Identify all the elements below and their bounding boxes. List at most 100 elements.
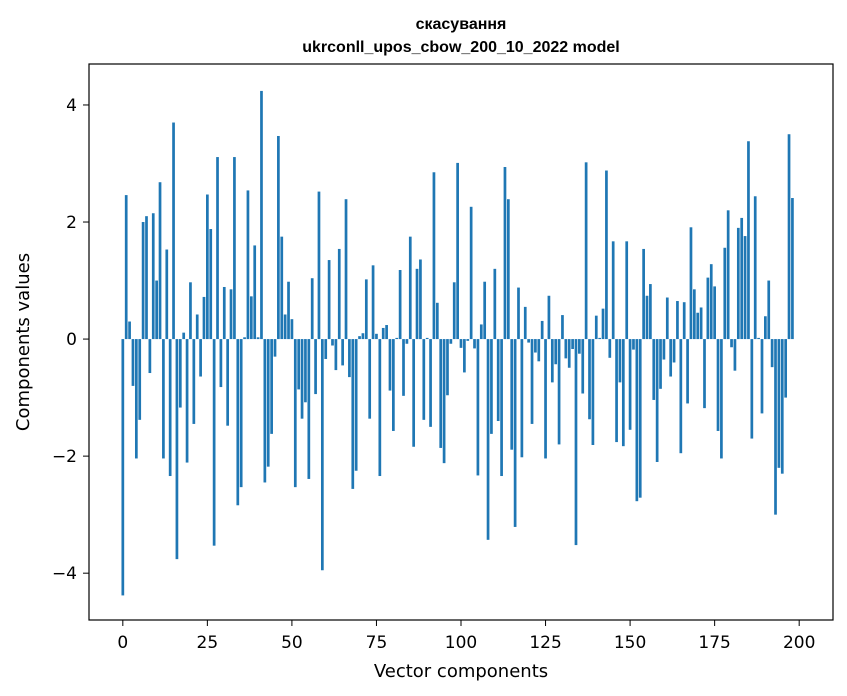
bar-159 (659, 339, 662, 389)
bar-81 (395, 337, 399, 340)
bar-83 (402, 339, 405, 396)
bar-30 (222, 286, 226, 340)
bar-188 (757, 337, 760, 340)
bar-168 (689, 227, 693, 340)
bar-147 (618, 339, 622, 383)
bar-37 (246, 190, 250, 340)
bar-152 (635, 339, 639, 502)
bar-165 (679, 339, 683, 454)
bar-33 (233, 157, 236, 340)
bar-141 (598, 337, 602, 340)
x-tick-label-50: 50 (281, 633, 303, 653)
bar-56 (310, 278, 314, 340)
bar-4 (134, 339, 138, 459)
bar-95 (442, 339, 446, 464)
bar-64 (337, 248, 341, 340)
bar-1 (124, 195, 128, 340)
bar-107 (483, 281, 487, 340)
bar-27 (212, 339, 216, 546)
bar-52 (297, 339, 301, 390)
bar-97 (449, 339, 453, 344)
bar-43 (266, 339, 270, 467)
bar-127 (550, 339, 554, 383)
bar-122 (534, 339, 537, 353)
bar-189 (760, 339, 764, 414)
y-tick-label-4: 4 (66, 96, 77, 116)
bar-76 (378, 339, 382, 477)
bar-124 (540, 320, 544, 340)
bar-86 (412, 339, 416, 447)
bar-183 (740, 217, 744, 340)
y-tick-label-2: 2 (66, 213, 77, 233)
bar-109 (490, 339, 493, 434)
bar-72 (364, 279, 368, 340)
bar-178 (723, 247, 727, 340)
bar-133 (571, 339, 574, 350)
bar-45 (273, 339, 277, 357)
bar-87 (415, 268, 419, 340)
x-tick-label-200: 200 (783, 633, 815, 653)
bar-48 (283, 314, 287, 340)
bar-16 (175, 339, 179, 560)
y-axis-label: Components values (13, 253, 34, 431)
bar-7 (145, 216, 148, 340)
bar-105 (476, 339, 480, 476)
bar-11 (158, 182, 162, 340)
bar-108 (486, 339, 490, 540)
bar-22 (195, 314, 199, 340)
bar-164 (676, 301, 679, 340)
bar-90 (425, 337, 429, 340)
bar-123 (537, 339, 541, 362)
bar-184 (743, 236, 747, 340)
bar-92 (432, 172, 436, 340)
bar-21 (192, 339, 196, 424)
bar-145 (611, 241, 615, 340)
bar-75 (375, 333, 378, 340)
bar-10 (155, 280, 158, 340)
bar-100 (459, 339, 463, 348)
bar-187 (753, 196, 757, 340)
bar-171 (699, 307, 703, 340)
bar-74 (371, 265, 375, 340)
bar-191 (767, 280, 771, 340)
bar-50 (290, 319, 294, 340)
bar-29 (219, 339, 223, 388)
bar-66 (344, 199, 348, 340)
bar-57 (314, 339, 317, 395)
bar-115 (510, 339, 514, 450)
bar-130 (561, 315, 564, 340)
bar-78 (385, 325, 388, 340)
bar-70 (358, 336, 361, 340)
bar-68 (351, 339, 355, 489)
x-axis-ticks: 0 25 50 75 100 125 150 175 200 (117, 620, 815, 653)
bar-172 (703, 339, 706, 409)
bar-35 (239, 339, 243, 488)
bar-31 (226, 339, 230, 426)
bar-5 (138, 339, 142, 420)
bar-23 (199, 339, 202, 377)
bar-193 (774, 339, 777, 515)
bar-77 (381, 327, 385, 340)
bar-24 (202, 296, 206, 340)
bar-65 (341, 339, 344, 366)
y-tick-label--4: −4 (52, 564, 77, 584)
bar-32 (229, 289, 233, 340)
bar-179 (726, 210, 730, 340)
bar-148 (621, 339, 625, 447)
x-tick-label-75: 75 (366, 633, 388, 653)
bar-134 (574, 339, 578, 546)
chart-subtitle: ukrconll_upos_cbow_200_10_2022 model (302, 39, 619, 56)
bar-40 (256, 337, 260, 340)
bar-196 (784, 339, 788, 398)
bar-162 (669, 339, 673, 377)
bar-82 (398, 270, 402, 340)
bar-131 (564, 339, 568, 359)
bar-158 (655, 339, 659, 462)
bar-42 (263, 339, 267, 483)
bar-197 (787, 134, 791, 340)
bar-25 (206, 194, 209, 340)
bar-53 (300, 339, 304, 419)
bar-2 (128, 321, 131, 340)
bar-154 (642, 248, 645, 340)
